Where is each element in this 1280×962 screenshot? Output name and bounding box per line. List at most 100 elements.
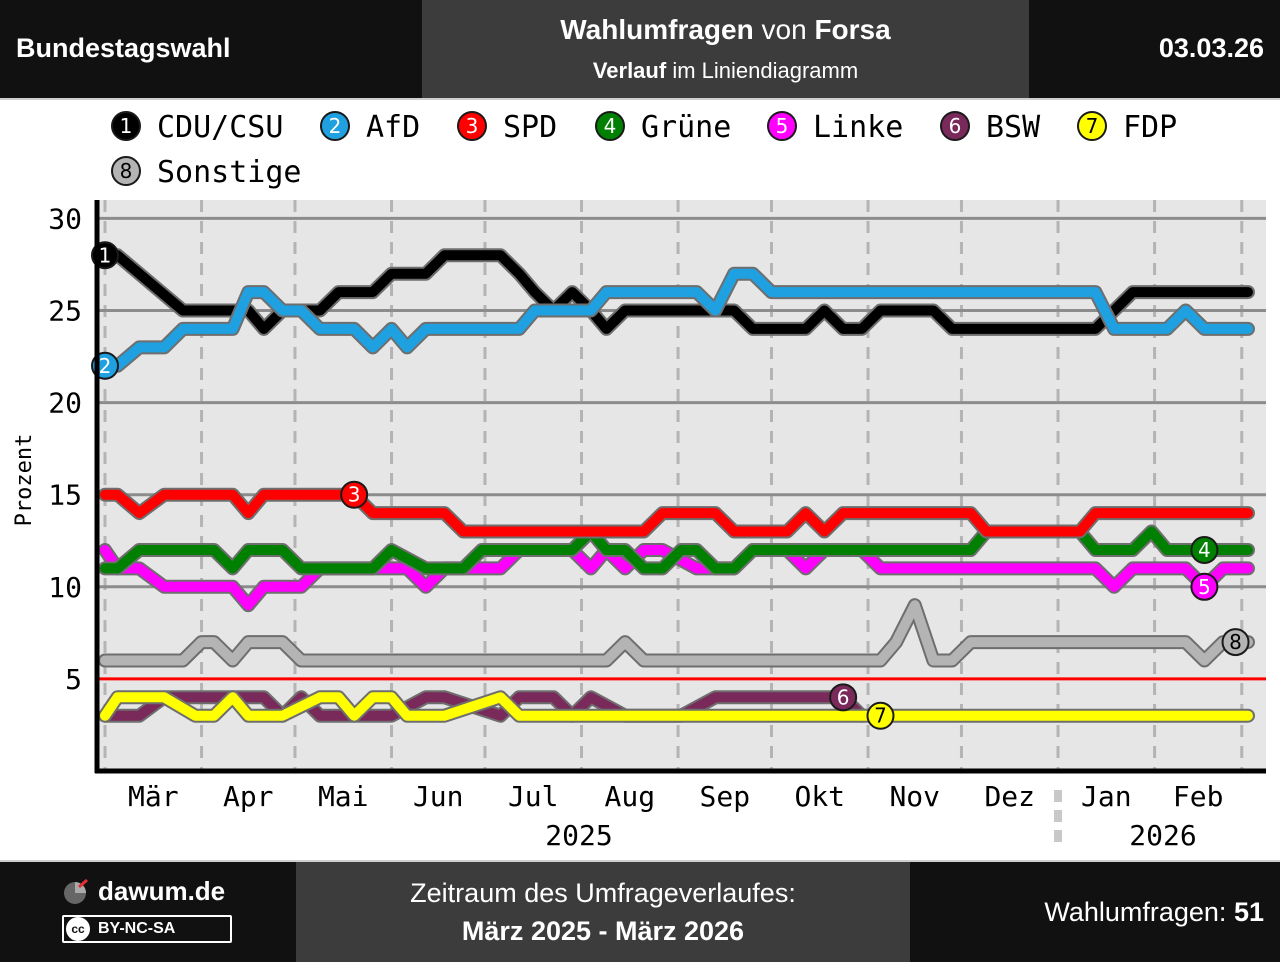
legend-circle — [767, 111, 797, 141]
series-line — [100, 600, 1253, 666]
institute-name: Forsa — [814, 14, 891, 45]
marker-circle — [1221, 628, 1250, 657]
legend-label: Sonstige — [157, 155, 302, 190]
series-marker-5: 5 — [1190, 572, 1219, 601]
x-month-label: Sep — [699, 780, 750, 813]
election-title: Bundestagswahl — [16, 33, 231, 63]
legend-label: FDP — [1123, 110, 1177, 145]
x-month-label: Jul — [508, 780, 559, 813]
series-marker-4: 4 — [1190, 535, 1219, 564]
legend-item-fdp: 7 FDP — [1077, 110, 1177, 145]
header-left: Bundestagswahl — [0, 0, 422, 98]
x-month-label: Feb — [1173, 780, 1224, 813]
legend-number: 6 — [949, 114, 962, 138]
page-title: Wahlumfragen von Forsa — [422, 14, 1029, 46]
period-label: Zeitraum des Umfrageverlaufes: — [410, 878, 796, 908]
title-main: Wahlumfragen — [560, 14, 754, 45]
legend-item-bsw: 6 BSW — [940, 110, 1041, 145]
y-tick-label: 5 — [65, 663, 82, 696]
series-line — [100, 545, 1253, 611]
header-right: 03.03.26 — [1029, 0, 1280, 98]
legend-number: 7 — [1086, 114, 1099, 138]
y-tick-label: 10 — [48, 571, 82, 604]
legend-number: 8 — [120, 159, 133, 183]
legend-circle — [111, 156, 141, 186]
marker-number: 5 — [1198, 575, 1211, 599]
y-tick-label: 15 — [48, 479, 82, 512]
series-marker-3: 3 — [340, 480, 369, 509]
marker-circle — [340, 480, 369, 509]
series-line — [100, 268, 1253, 371]
legend-number: 4 — [604, 114, 617, 138]
legend-item-sonstige: 8 Sonstige — [111, 155, 302, 190]
legend-circle — [940, 111, 970, 141]
subtitle-rest: im Liniendiagramm — [672, 58, 859, 83]
marker-number: 1 — [99, 243, 112, 267]
marker-number: 8 — [1229, 630, 1242, 654]
footer-bar: dawum.de cc BY-NC-SA Zeitraum des Umfrag… — [0, 860, 1280, 962]
footer-center: Zeitraum des Umfrageverlaufes: März 2025… — [296, 862, 910, 962]
series-linke — [98, 543, 1255, 613]
series-afd — [98, 266, 1255, 373]
x-month-label: Apr — [223, 780, 274, 813]
site-logo[interactable]: dawum.de — [62, 876, 225, 907]
series-marker-6: 6 — [829, 683, 858, 712]
marker-number: 3 — [348, 483, 361, 507]
logo-icon — [64, 878, 88, 904]
series-marker-7: 7 — [866, 701, 895, 730]
legend-number: 1 — [120, 114, 133, 138]
legend-label: Linke — [813, 110, 903, 145]
legend-label: SPD — [503, 110, 557, 145]
x-month-label: Aug — [604, 780, 655, 813]
legend-item-cdu-csu: 1 CDU/CSU — [111, 110, 283, 145]
series-fdp — [98, 690, 1255, 723]
header-center: Wahlumfragen von Forsa Verlauf im Linien… — [422, 0, 1029, 98]
legend-circle — [595, 111, 625, 141]
x-month-label: Jun — [413, 780, 464, 813]
y-tick-label: 20 — [48, 387, 82, 420]
series-line — [100, 489, 1253, 537]
legend-number: 5 — [776, 114, 789, 138]
legend-item-gr-ne: 4 Grüne — [595, 110, 731, 145]
x-month-label: Dez — [984, 780, 1035, 813]
legend-circle — [457, 111, 487, 141]
legend-label: BSW — [986, 110, 1041, 145]
y-tick-label: 25 — [48, 295, 82, 328]
header-bar: Bundestagswahl Wahlumfragen von Forsa Ve… — [0, 0, 1280, 100]
license-text: BY-NC-SA — [98, 920, 176, 937]
marker-circle — [1190, 535, 1219, 564]
marker-number: 2 — [99, 354, 112, 378]
site-name: dawum.de — [98, 876, 226, 906]
legend-label: CDU/CSU — [157, 110, 283, 145]
legend-label: Grüne — [641, 110, 731, 145]
year-label-2026: 2026 — [1129, 819, 1196, 852]
x-month-label: Mai — [318, 780, 369, 813]
marker-number: 4 — [1198, 538, 1211, 562]
date-label: 03.03.26 — [1158, 33, 1264, 63]
x-month-label: Jan — [1081, 780, 1132, 813]
series-line — [100, 692, 1253, 721]
legend-item-linke: 5 Linke — [767, 110, 903, 145]
legend-number: 3 — [466, 114, 479, 138]
footer-right: Wahlumfragen: 51 — [910, 862, 1280, 962]
y-tick-label: 30 — [48, 202, 82, 235]
page-subtitle: Verlauf im Liniendiagramm — [422, 58, 1029, 84]
license-badge[interactable]: cc BY-NC-SA — [62, 915, 232, 943]
marker-circle — [866, 701, 895, 730]
marker-circle — [829, 683, 858, 712]
legend-circle — [1077, 111, 1107, 141]
legend-item-afd: 2 AfD — [320, 110, 420, 145]
x-month-label: Mär — [128, 780, 179, 813]
series-marker-8: 8 — [1221, 628, 1250, 657]
subtitle-main: Verlauf — [592, 58, 667, 83]
footer-left: dawum.de cc BY-NC-SA — [0, 862, 296, 962]
y-axis-title: Prozent — [12, 434, 37, 527]
poll-count-value: 51 — [1233, 897, 1264, 927]
legend-circle — [111, 111, 141, 141]
marker-number: 7 — [874, 704, 887, 728]
cc-icon: cc — [66, 917, 90, 941]
marker-number: 6 — [837, 685, 850, 709]
poll-count: Wahlumfragen: 51 — [1044, 897, 1264, 928]
period-value: März 2025 - März 2026 — [461, 916, 745, 946]
